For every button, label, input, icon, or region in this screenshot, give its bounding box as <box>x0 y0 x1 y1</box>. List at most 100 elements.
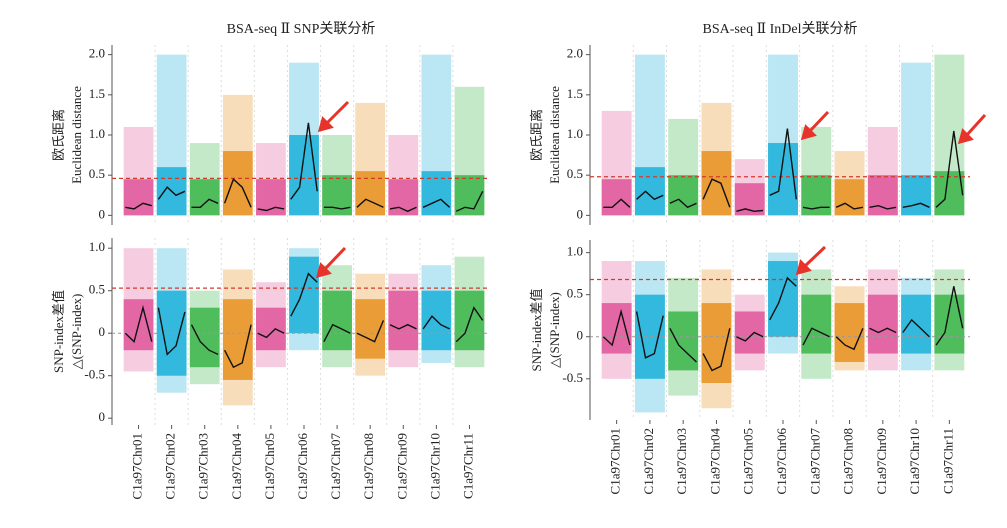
y-axis-label: △(SNP-index) <box>69 294 84 370</box>
y-tick-label: 0.5 <box>567 286 583 301</box>
fit-line <box>124 304 153 344</box>
y-tick-label: 0.5 <box>89 166 105 181</box>
fit-line <box>356 320 385 343</box>
x-tick-label: C1a97Chr10 <box>427 433 442 499</box>
point-cloud-core <box>867 294 898 354</box>
fit-line <box>356 198 384 208</box>
point-cloud-core <box>189 179 220 216</box>
y-tick-label: 1.5 <box>567 86 583 101</box>
fit-line <box>257 206 285 212</box>
fit-line <box>290 122 318 200</box>
point-cloud-core <box>289 135 319 216</box>
fit-line <box>869 204 897 210</box>
point-cloud-core <box>768 261 798 337</box>
y-axis-label: Euclidean distance <box>547 86 562 184</box>
x-tick-label: C1a97Chr02 <box>163 433 178 499</box>
point-cloud-core <box>668 311 699 371</box>
fit-line <box>157 186 186 200</box>
fit-line <box>422 198 451 208</box>
point-cloud-core <box>934 294 965 354</box>
fit-line <box>422 315 450 330</box>
fit-line <box>835 202 864 210</box>
x-tick-label: C1a97Chr11 <box>940 428 955 494</box>
point-cloud-core <box>322 290 352 351</box>
x-tick-label: C1a97Chr03 <box>674 428 689 494</box>
x-tick-label: C1a97Chr09 <box>874 428 889 494</box>
x-tick-label: C1a97Chr10 <box>907 428 922 494</box>
fit-line <box>455 306 484 343</box>
arrow <box>802 245 827 269</box>
arrow-head <box>800 124 817 141</box>
y-axis-label: Euclidean distance <box>69 86 84 184</box>
fit-line <box>602 308 631 347</box>
y-tick-label: 0.5 <box>89 282 105 297</box>
point-cloud-core <box>668 175 699 216</box>
point-cloud-core <box>834 179 865 216</box>
point-cloud-core <box>256 307 286 351</box>
fit-line <box>603 198 631 208</box>
y-tick-label: 0 <box>99 206 106 221</box>
fit-line <box>257 328 285 339</box>
y-tick-label: -0.5 <box>84 367 105 382</box>
y-axis-label: SNP-index差值 <box>529 288 544 371</box>
arrow <box>807 110 830 134</box>
fit-line <box>902 202 930 208</box>
point-cloud-core <box>123 179 154 216</box>
arrows <box>315 100 987 279</box>
y-axis-label: 欧氏距离 <box>529 109 544 161</box>
fit-line <box>736 331 764 342</box>
x-tick-label: C1a97Chr05 <box>741 428 756 494</box>
y-axis-label: △(SNP-index) <box>547 292 562 368</box>
fit-line <box>125 202 152 210</box>
y-tick-label: 0.5 <box>567 166 583 181</box>
y-tick-label: 0 <box>577 206 584 221</box>
arrow <box>324 100 350 126</box>
arrow-head <box>315 262 332 279</box>
y-tick-label: 1.0 <box>567 244 583 259</box>
y-tick-label: 1.0 <box>567 126 583 141</box>
arrow <box>322 246 347 272</box>
point-cloud-core <box>801 294 832 354</box>
y-tick-label: 2.0 <box>567 46 583 61</box>
y-tick-label: 0 <box>99 324 106 339</box>
fit-line <box>636 190 664 201</box>
fit-line <box>191 198 219 208</box>
x-tick-label: C1a97Chr04 <box>229 433 244 500</box>
fit-line <box>802 206 830 210</box>
x-tick-label: C1a97Chr08 <box>361 433 376 499</box>
fit-line <box>769 128 797 200</box>
point-cloud-core <box>801 175 832 216</box>
y-tick-label: 1.0 <box>89 126 105 141</box>
point-cloud-core <box>421 171 452 216</box>
fit-line <box>935 286 964 346</box>
fit-line <box>869 327 897 334</box>
y-axis-label: SNP-index差值 <box>51 290 66 373</box>
x-tick-label: C1a97Chr07 <box>807 428 822 495</box>
y-tick-label: 1.0 <box>89 239 105 254</box>
fit-line <box>223 177 252 208</box>
y-tick-label: 0 <box>577 328 584 343</box>
fit-line <box>935 130 964 208</box>
x-tick-label: C1a97Chr03 <box>196 433 211 499</box>
point-cloud-core <box>388 290 419 351</box>
y-tick-label: 0 <box>99 409 106 424</box>
point-cloud-core <box>601 179 632 216</box>
x-tick-label: C1a97Chr04 <box>707 428 722 495</box>
arrow-head <box>795 259 812 276</box>
chart-title: BSA-seq Ⅱ InDel关联分析 <box>703 21 858 37</box>
y-tick-label: -0.5 <box>562 370 583 385</box>
fit-line <box>635 311 664 359</box>
arrow <box>964 113 987 138</box>
fit-line <box>769 276 797 321</box>
x-tick-label: C1a97Chr07 <box>328 433 343 500</box>
x-tick-label: C1a97Chr01 <box>608 428 623 494</box>
point-cloud-core <box>634 167 665 216</box>
fit-line <box>669 198 697 209</box>
point-cloud-core <box>934 171 965 216</box>
y-tick-label: 1.5 <box>89 86 105 101</box>
x-tick-label: C1a97Chr02 <box>641 428 656 494</box>
point-cloud-core <box>834 303 865 362</box>
fit-line <box>702 178 731 208</box>
point-cloud-core <box>734 311 765 354</box>
